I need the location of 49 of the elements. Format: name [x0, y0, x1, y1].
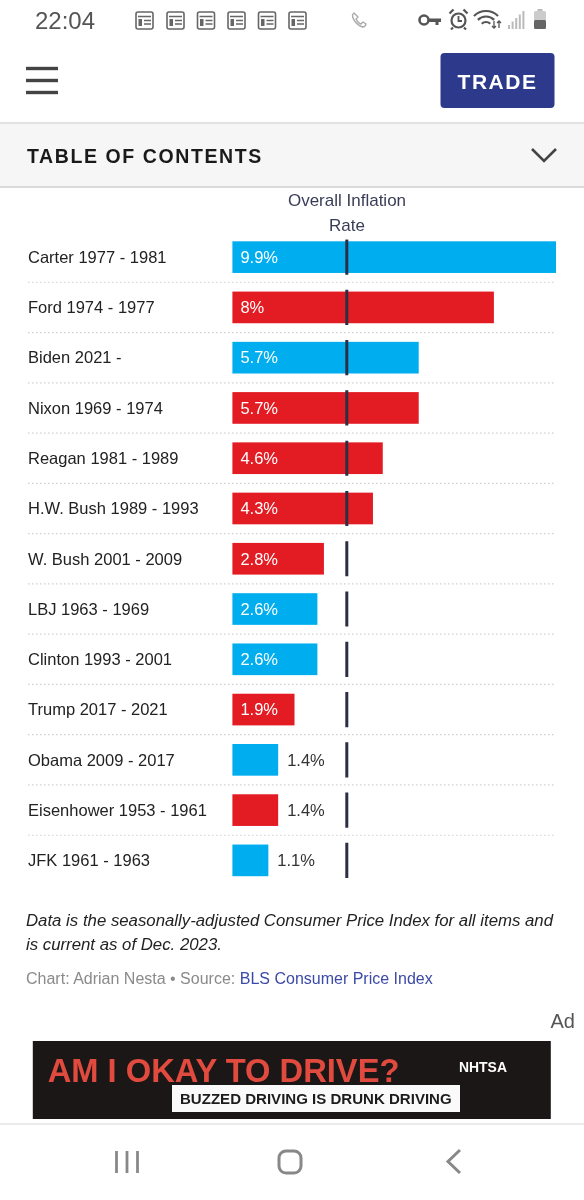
- bar: [232, 241, 556, 273]
- bar: [232, 341, 419, 374]
- data-label: 5.7%: [240, 348, 279, 367]
- y-tick-label: Eisenhower 1953 - 1961: [28, 800, 207, 819]
- y-tick-label: W. Bush 2001 - 2009: [28, 549, 183, 568]
- data-label: 2.6%: [240, 599, 279, 618]
- chart-title: Overall Inflation Rate: [287, 191, 407, 235]
- y-tick-label: JFK 1961 - 1963: [28, 851, 150, 870]
- bar: [232, 492, 373, 525]
- y-tick-label: H.W. Bush 1989 - 1993: [28, 499, 199, 518]
- bar: [232, 542, 324, 575]
- bar: [232, 794, 279, 826]
- bar: [232, 442, 383, 475]
- y-tick-label: Nixon 1969 - 1974: [28, 398, 163, 417]
- text: TABLE OF CONTENTS: [27, 145, 263, 167]
- text: Ad: [550, 1010, 575, 1032]
- y-tick-label: Reagan 1981 - 1989: [28, 448, 179, 467]
- bar: [232, 291, 494, 324]
- y-tick-label: Clinton 1993 - 2001: [28, 650, 173, 669]
- data-label: 5.7%: [240, 398, 279, 417]
- data-label: 1.4%: [287, 800, 326, 819]
- bar: [232, 593, 318, 625]
- data-label: 1.9%: [240, 700, 279, 719]
- bar: [232, 643, 318, 676]
- data-label: 4.6%: [240, 448, 279, 467]
- data-label: 2.6%: [240, 650, 279, 669]
- text: TRADE: [457, 70, 538, 93]
- bar: [232, 392, 419, 424]
- data-label: 4.3%: [240, 499, 279, 518]
- text: 22:04: [35, 7, 96, 34]
- data-label: 9.9%: [240, 247, 279, 266]
- text: AM I OKAY TO DRIVE?: [47, 1052, 400, 1089]
- text: BUZZED DRIVING IS DRUNK DRIVING: [180, 1090, 452, 1107]
- y-tick-label: Trump 2017 - 2021: [28, 700, 168, 719]
- text: Data is the seasonally-adjusted Consumer Price Index for all items and is current as of Dec. 2023.: [26, 910, 555, 956]
- bar: [232, 744, 279, 776]
- data-label: 2.8%: [240, 549, 279, 568]
- text: BLS Consumer Price Index: [239, 970, 433, 987]
- y-tick-label: Carter 1977 - 1981: [28, 247, 167, 266]
- y-tick-label: LBJ 1963 - 1969: [28, 599, 150, 618]
- data-label: 1.4%: [287, 750, 326, 769]
- y-tick-label: Obama 2009 - 2017: [28, 750, 175, 769]
- y-tick-label: Ford 1974 - 1977: [28, 298, 155, 317]
- text: NHTSA: [459, 1059, 507, 1075]
- bar: [232, 844, 269, 877]
- data-label: 8%: [240, 298, 265, 317]
- data-label: 1.1%: [277, 851, 316, 870]
- text: Chart: Adrian Nesta • Source:: [26, 970, 236, 987]
- y-tick-label: Biden 2021 -: [28, 348, 122, 367]
